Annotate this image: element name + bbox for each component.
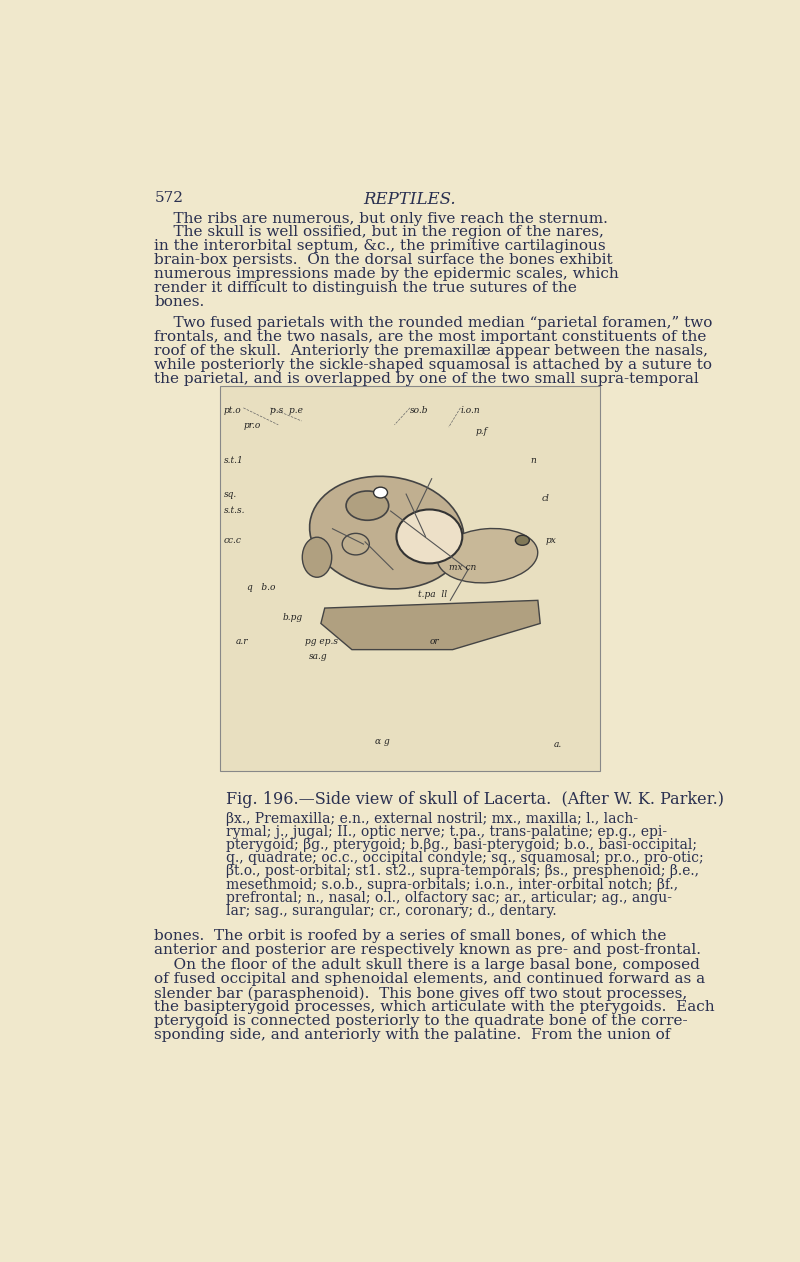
Ellipse shape (346, 491, 389, 520)
Text: frontals, and the two nasals, are the most important constituents of the: frontals, and the two nasals, are the mo… (154, 331, 706, 345)
Text: while posteriorly the sickle-shaped squamosal is attached by a suture to: while posteriorly the sickle-shaped squa… (154, 358, 712, 372)
Text: in the interorbital septum, &c., the primitive cartilaginous: in the interorbital septum, &c., the pri… (154, 240, 606, 254)
Text: the basipterygoid processes, which articulate with the pterygoids.  Each: the basipterygoid processes, which artic… (154, 1000, 715, 1013)
Text: pr.o: pr.o (243, 422, 261, 430)
Text: b.pg: b.pg (282, 613, 302, 622)
Ellipse shape (342, 534, 370, 555)
Text: α g: α g (375, 737, 390, 746)
Text: the parietal, and is overlapped by one of the two small supra-temporal: the parietal, and is overlapped by one o… (154, 372, 699, 386)
Text: pterygoid; βg., pterygoid; b.βg., basi-pterygoid; b.o., basi-occipital;: pterygoid; βg., pterygoid; b.βg., basi-p… (226, 838, 698, 852)
Text: brain-box persists.  On the dorsal surface the bones exhibit: brain-box persists. On the dorsal surfac… (154, 254, 613, 268)
Text: render it difficult to distinguish the true sutures of the: render it difficult to distinguish the t… (154, 281, 577, 295)
Text: The skull is well ossified, but in the region of the nares,: The skull is well ossified, but in the r… (154, 226, 604, 240)
Text: q   b.o: q b.o (247, 583, 276, 592)
Ellipse shape (438, 529, 538, 583)
Text: pt.o: pt.o (224, 405, 242, 414)
Text: pterygoid is connected posteriorly to the quadrate bone of the corre-: pterygoid is connected posteriorly to th… (154, 1013, 688, 1027)
Text: mx cn: mx cn (449, 563, 476, 573)
Text: numerous impressions made by the epidermic scales, which: numerous impressions made by the epiderm… (154, 268, 619, 281)
Text: cc.c: cc.c (224, 536, 242, 545)
Text: roof of the skull.  Anteriorly the premaxillæ appear between the nasals,: roof of the skull. Anteriorly the premax… (154, 345, 708, 358)
Text: so.b: so.b (410, 405, 429, 414)
Text: bones.  The orbit is roofed by a series of small bones, of which the: bones. The orbit is roofed by a series o… (154, 929, 666, 943)
Text: prefrontal; n., nasal; o.l., olfactory sac; ar., articular; ag., angu-: prefrontal; n., nasal; o.l., olfactory s… (226, 891, 672, 905)
Text: of fused occipital and sphenoidal elements, and continued forward as a: of fused occipital and sphenoidal elemen… (154, 972, 706, 987)
Ellipse shape (302, 538, 332, 577)
Text: cl: cl (542, 495, 550, 504)
Text: rymal; j., jugal; II., optic nerve; t.pa., trans-palatine; ep.g., epi-: rymal; j., jugal; II., optic nerve; t.pa… (226, 825, 667, 839)
Text: sa.g: sa.g (310, 652, 328, 661)
Text: βt.o., post-orbital; st1. st2., supra-temporals; βs., presphenoid; β.e.,: βt.o., post-orbital; st1. st2., supra-te… (226, 864, 699, 878)
Ellipse shape (310, 476, 464, 589)
Text: t.pa  ll: t.pa ll (418, 591, 447, 599)
Text: px: px (546, 536, 557, 545)
Polygon shape (321, 601, 540, 650)
Text: sponding side, and anteriorly with the palatine.  From the union of: sponding side, and anteriorly with the p… (154, 1027, 670, 1041)
Text: a.: a. (554, 741, 562, 750)
Text: s.t.s.: s.t.s. (224, 506, 246, 515)
Text: or: or (430, 636, 439, 646)
Text: a.r: a.r (236, 636, 248, 646)
Text: sq.: sq. (224, 490, 238, 500)
Bar (220, 386, 600, 771)
Text: REPTILES.: REPTILES. (364, 192, 456, 208)
Text: mesethmoid; s.o.b., supra-orbitals; i.o.n., inter-orbital notch; βf.,: mesethmoid; s.o.b., supra-orbitals; i.o.… (226, 877, 678, 891)
Text: slender bar (parasphenoid).  This bone gives off two stout processes,: slender bar (parasphenoid). This bone gi… (154, 986, 687, 1001)
Text: bones.: bones. (154, 294, 205, 309)
Text: pg ep.s: pg ep.s (306, 636, 338, 646)
Text: n: n (530, 456, 536, 464)
Ellipse shape (397, 510, 462, 563)
Text: anterior and posterior are respectively known as pre- and post-frontal.: anterior and posterior are respectively … (154, 943, 702, 957)
Text: p.s  p.e: p.s p.e (270, 405, 303, 414)
Text: 572: 572 (154, 192, 183, 206)
Text: The ribs are numerous, but only five reach the sternum.: The ribs are numerous, but only five rea… (154, 212, 608, 226)
Text: i.o.n: i.o.n (460, 405, 480, 414)
Text: lar; sag., surangular; cr., coronary; d., dentary.: lar; sag., surangular; cr., coronary; d.… (226, 904, 557, 917)
Ellipse shape (515, 535, 530, 545)
Text: q., quadrate; oc.c., occipital condyle; sq., squamosal; pr.o., pro-otic;: q., quadrate; oc.c., occipital condyle; … (226, 852, 704, 866)
Text: βx., Premaxilla; e.n., external nostril; mx., maxilla; l., lach-: βx., Premaxilla; e.n., external nostril;… (226, 813, 638, 827)
Text: s.t.1: s.t.1 (224, 456, 244, 464)
Text: On the floor of the adult skull there is a large basal bone, composed: On the floor of the adult skull there is… (154, 958, 700, 973)
Text: p.f: p.f (476, 427, 488, 437)
Text: Fig. 196.—Side view of skull of Lacerta.  (After W. K. Parker.): Fig. 196.—Side view of skull of Lacerta.… (226, 790, 724, 808)
Text: Two fused parietals with the rounded median “parietal foramen,” two: Two fused parietals with the rounded med… (154, 317, 713, 331)
Ellipse shape (374, 487, 387, 498)
